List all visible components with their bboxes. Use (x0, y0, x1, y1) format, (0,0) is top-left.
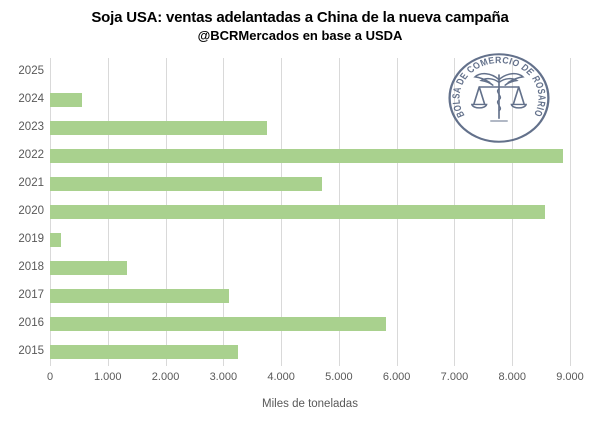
bar-row: 2015 (18, 338, 570, 366)
bar-row: 2019 (18, 226, 570, 254)
category-label: 2020 (18, 205, 44, 217)
x-tick-label: 9.000 (556, 371, 584, 383)
chart-subtitle: @BCRMercados en base a USDA (197, 28, 403, 43)
bar-row: 2024 (18, 86, 570, 114)
bar-row: 2022 (18, 142, 570, 170)
bar (50, 93, 83, 107)
bar-row: 2017 (18, 282, 570, 310)
bar (50, 261, 127, 275)
bcr-logo-watermark: BOLSA DE COMERCIO DE ROSARIO (448, 53, 550, 143)
x-tick-label: 2.000 (151, 371, 180, 383)
bar-row: 2020 (18, 198, 570, 226)
category-label: 2022 (18, 149, 44, 161)
category-label: 2021 (18, 177, 44, 189)
x-axis: 0 1.000 2.000 3.000 4.000 5.000 6.000 7.000 8.00… (46, 371, 584, 385)
x-tick-label: 6.000 (382, 371, 411, 383)
bar (50, 205, 545, 219)
category-label: 2015 (18, 345, 44, 357)
bar (50, 289, 230, 303)
category-label: 2018 (18, 261, 44, 273)
bar (50, 149, 564, 163)
category-label: 2023 (18, 121, 44, 133)
x-tick-label: 5.000 (325, 371, 353, 383)
bar (50, 317, 387, 331)
bar (50, 121, 267, 135)
bar (50, 233, 61, 247)
chart-title: Soja USA: ventas adelantadas a China de … (91, 9, 509, 26)
x-tick-label: 8.000 (498, 371, 526, 383)
bar-row: 2016 (18, 310, 570, 338)
bar-row: 2025 (18, 58, 570, 86)
bar-row: 2021 (18, 170, 570, 198)
x-tick-label: 4.000 (267, 371, 295, 383)
category-label: 2019 (18, 233, 44, 245)
category-label: 2017 (18, 289, 44, 301)
category-label: 2016 (18, 317, 44, 329)
x-tick-label: 3.000 (209, 371, 238, 383)
bar-row: 2018 (18, 254, 570, 282)
seal-outer-circle (448, 53, 550, 143)
bar-row: 2023 (18, 114, 570, 142)
plot-area: 2025 2024 2023 2022 2021 2020 2019 2018 2017 2016… (18, 58, 571, 366)
x-tick-label: 1.000 (94, 371, 122, 383)
gridline (570, 58, 571, 366)
category-label: 2024 (18, 93, 44, 105)
scales-caduceus-icon (470, 72, 528, 122)
bar (50, 177, 322, 191)
bar (50, 345, 238, 359)
x-tick-label: 0 (46, 371, 54, 383)
x-axis-title: Miles de toneladas (262, 398, 358, 410)
category-label: 2025 (18, 65, 44, 77)
x-tick-label: 7.000 (440, 371, 469, 383)
